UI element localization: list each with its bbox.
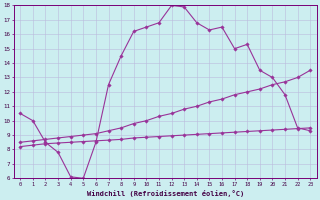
X-axis label: Windchill (Refroidissement éolien,°C): Windchill (Refroidissement éolien,°C) — [87, 190, 244, 197]
